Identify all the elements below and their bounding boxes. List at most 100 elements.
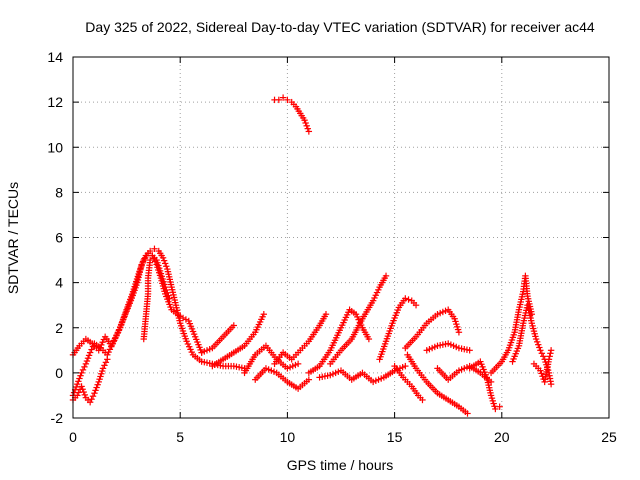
data-point-trace — [536, 344, 543, 351]
data-point-trace — [84, 355, 92, 362]
x-axis-label: GPS time / hours — [287, 457, 394, 473]
y-axis-label: SDTVAR / TECUs — [5, 182, 21, 294]
data-point-trace — [94, 381, 101, 388]
data-point — [365, 335, 373, 343]
data-point — [78, 369, 85, 377]
data-point-trace — [302, 119, 309, 127]
ticks — [72, 56, 610, 419]
data-point-trace — [161, 260, 169, 267]
data-point-trace — [76, 375, 83, 382]
data-point — [419, 396, 426, 404]
data-point — [86, 399, 94, 406]
data-point-trace — [77, 372, 84, 379]
data-point-trace — [75, 378, 82, 385]
x-tick-label: 15 — [387, 429, 403, 445]
data-point — [301, 116, 308, 124]
data-point-trace — [164, 289, 171, 296]
data-point — [284, 96, 291, 104]
data-point-trace — [81, 391, 88, 399]
data-point-trace — [80, 388, 87, 396]
data-point — [545, 356, 553, 363]
data-point-trace — [535, 341, 542, 348]
data-point — [78, 383, 85, 390]
data-point-trace — [89, 392, 97, 400]
x-tick-label: 0 — [69, 429, 77, 445]
data-point — [537, 347, 544, 354]
x-tick-label: 25 — [601, 429, 617, 445]
data-point — [82, 360, 90, 368]
data-point — [487, 378, 495, 386]
data-point — [547, 380, 555, 388]
data-point — [455, 329, 463, 336]
data-point-trace — [160, 257, 168, 264]
data-point-trace — [79, 366, 87, 374]
data-point-trace — [92, 387, 99, 394]
data-point — [412, 301, 420, 309]
data-point — [382, 272, 390, 280]
x-tick-label: 5 — [176, 429, 184, 445]
data-point-trace — [540, 353, 547, 360]
data-point — [91, 389, 98, 397]
data-point — [464, 410, 471, 417]
x-tick-label: 20 — [494, 429, 510, 445]
data-point — [161, 283, 169, 291]
data-point-trace — [165, 292, 172, 299]
data-point — [166, 295, 173, 302]
data-point-trace — [182, 316, 190, 323]
data-point — [492, 405, 499, 413]
data-point-trace — [303, 122, 310, 130]
y-tick-label: 10 — [47, 139, 63, 155]
data-point-trace — [179, 314, 187, 322]
grid — [73, 57, 609, 418]
data-point — [466, 347, 473, 354]
data-point — [496, 403, 503, 410]
y-tick-label: 0 — [55, 365, 63, 381]
data-point — [144, 250, 152, 257]
data-point — [74, 392, 81, 399]
data-point-trace — [304, 125, 311, 132]
data-point-trace — [547, 350, 554, 357]
data-point — [104, 356, 111, 363]
y-tick-label: -2 — [51, 410, 64, 426]
data-point — [230, 322, 237, 329]
data-point — [99, 365, 107, 372]
data-point-trace — [163, 286, 170, 294]
x-tick-labels: 0 5 10 15 20 25 — [69, 429, 617, 445]
data-point — [322, 311, 330, 318]
data-point — [146, 256, 154, 264]
data-point-trace — [88, 346, 95, 353]
y-tick-label: 8 — [55, 184, 63, 200]
data-point-trace — [88, 395, 95, 403]
data-point-trace — [538, 350, 546, 357]
data-point — [402, 362, 409, 370]
data-point-trace — [150, 255, 157, 262]
data-point — [547, 347, 555, 354]
data-points — [69, 94, 555, 417]
data-point-trace — [139, 259, 146, 267]
data-point-trace — [73, 383, 80, 391]
data-point — [305, 128, 313, 135]
data-point-trace — [83, 357, 91, 365]
data-point — [74, 380, 81, 388]
data-point — [305, 376, 313, 383]
data-point-trace — [101, 362, 108, 369]
data-point-trace — [102, 359, 110, 366]
y-tick-label: 14 — [47, 49, 63, 65]
data-point — [294, 360, 302, 368]
data-point-trace — [79, 386, 86, 393]
y-tick-label: 2 — [55, 320, 63, 336]
data-point — [275, 96, 283, 104]
y-tick-label: 6 — [55, 230, 63, 246]
data-point-trace — [81, 363, 88, 371]
data-point — [532, 335, 540, 343]
data-point-trace — [533, 338, 541, 346]
data-point — [279, 94, 287, 101]
data-point-trace — [93, 384, 100, 391]
y-tick-label: 12 — [47, 94, 63, 110]
data-point-trace — [538, 370, 545, 377]
data-point-trace — [137, 265, 144, 272]
x-tick-label: 10 — [280, 429, 296, 445]
data-point-trace — [546, 353, 553, 360]
data-point-trace — [138, 262, 145, 269]
